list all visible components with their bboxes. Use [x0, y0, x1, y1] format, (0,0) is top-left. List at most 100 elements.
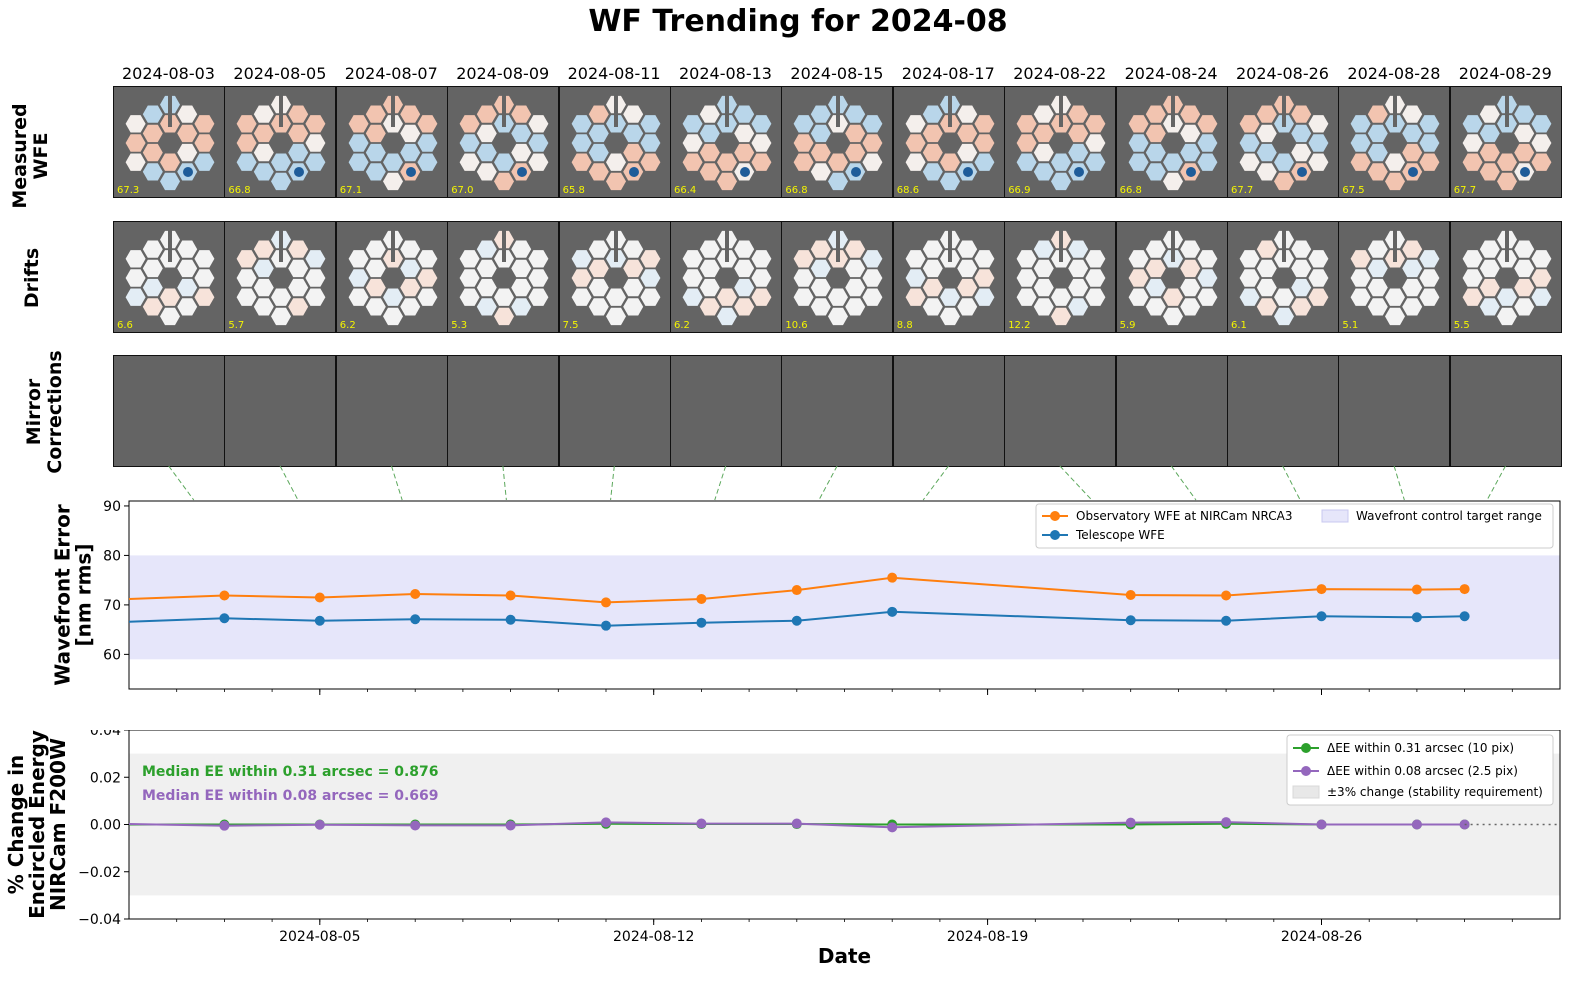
column-date: 2024-08-29 [1458, 64, 1552, 83]
mirror-segment [828, 288, 849, 306]
mirror-segment [194, 153, 215, 171]
mirror-segment [1291, 240, 1312, 258]
data-point [505, 614, 516, 625]
mirror-segment [588, 259, 609, 278]
mirror-segment [862, 134, 883, 152]
mirror-segment [699, 143, 720, 162]
mirror-segment [1239, 250, 1260, 268]
mirror-segment [511, 298, 532, 316]
mirror-segment [417, 288, 438, 306]
mirror-segment [288, 278, 309, 297]
mirror-segment [236, 250, 257, 268]
mirror-segment [905, 153, 926, 171]
mirror-segment [845, 240, 866, 258]
mirror-segment [1479, 105, 1500, 123]
secondary-strut [502, 222, 507, 262]
data-point [696, 617, 707, 628]
segment-hotspot [1074, 167, 1085, 177]
mirror-segment [399, 298, 420, 316]
measured-thumbnail: 67.3 [113, 86, 225, 198]
mirror-segment [1239, 153, 1260, 171]
drifts-thumbnail: 7.5 [558, 221, 671, 333]
secondary-strut [836, 87, 841, 127]
mirror-segment [1368, 105, 1389, 123]
mirror-segment [974, 250, 995, 268]
mirror-segment [1085, 115, 1106, 133]
mirror-map-image [571, 87, 660, 191]
measured-wfe-value: 67.7 [1231, 185, 1254, 196]
data-point [410, 614, 421, 625]
figure-title: WF Trending for 2024-08 [588, 4, 1008, 39]
mirror-segment [1368, 240, 1389, 258]
mirror-segment [682, 269, 703, 287]
mirror-segment [271, 172, 292, 191]
mirror-segment [1196, 288, 1217, 306]
segment-hotspot [183, 167, 193, 177]
corrections-thumbnail [1338, 355, 1451, 467]
corrections-thumbnail [670, 355, 782, 467]
mirror-segment [751, 153, 772, 171]
measured-wfe-value: 66.8 [228, 185, 251, 196]
corrections-thumbnail [1004, 355, 1117, 467]
mirror-segment [160, 288, 180, 306]
mirror-segment [956, 278, 977, 297]
mirror-segment [1513, 143, 1534, 162]
mirror-segment [1462, 250, 1483, 268]
mirror-segment [974, 134, 995, 152]
mirror-segment [511, 259, 532, 278]
drift-value: 6.2 [674, 320, 690, 331]
mirror-map-image [459, 222, 549, 326]
mirror-segment [142, 240, 163, 258]
data-point [314, 615, 325, 626]
mirror-segment [1179, 124, 1200, 143]
mirror-segment [476, 163, 497, 181]
mirror-segment [194, 134, 215, 152]
mirror-segment [734, 259, 755, 278]
mirror-segment [1513, 278, 1534, 297]
mirror-segment [125, 115, 146, 133]
mirror-segment [622, 143, 643, 162]
legend-label: Observatory WFE at NIRCam NRCA3 [1076, 509, 1292, 523]
mirror-segment [974, 153, 995, 171]
mirror-segment [1016, 153, 1037, 171]
secondary-strut [168, 87, 172, 127]
mirror-segment [717, 153, 737, 171]
mirror-segment [1128, 288, 1149, 306]
mirror-segment [1274, 172, 1294, 191]
measured-wfe-value: 68.6 [896, 185, 920, 196]
data-point [601, 817, 611, 828]
measured-thumbnail: 66.8 [224, 86, 337, 198]
mirror-segment [956, 124, 977, 143]
drifts-thumbnail: 6.2 [670, 221, 782, 333]
mirror-segment [922, 143, 943, 162]
mirror-segment [194, 269, 215, 287]
mirror-segment [845, 105, 866, 123]
mirror-segment [939, 172, 960, 191]
mirror-segment [1145, 278, 1166, 297]
mirror-segment [1385, 153, 1406, 171]
mirror-segment [682, 115, 703, 133]
mirror-segment [194, 288, 215, 306]
segment-hotspot [740, 167, 750, 177]
mirror-segment [682, 134, 703, 152]
mirror-map-image [1350, 87, 1440, 191]
y-axis-label-line: [nm rms] [72, 544, 96, 647]
mirror-segment [1291, 259, 1312, 278]
mirror-segment [1496, 288, 1517, 306]
mirror-segment [1179, 143, 1200, 162]
mirror-segment [862, 115, 883, 133]
y-axis-label-line: Encircled Energy [25, 730, 49, 919]
data-point [314, 592, 325, 603]
mirror-segment [639, 153, 660, 171]
legend-label: Telescope WFE [1075, 528, 1165, 542]
mirror-segment [956, 143, 977, 162]
data-point [696, 593, 707, 604]
measured-wfe-value: 66.8 [1119, 185, 1142, 196]
wavefront-error-chart: 60 70 80 90 Wavefront Error[nm rms] Observato… [51, 499, 1561, 695]
column-date: 2024-08-13 [679, 64, 772, 83]
mirror-segment [365, 143, 386, 162]
data-point [1125, 615, 1136, 626]
mirror-segment [1016, 288, 1037, 306]
corrections-thumbnail [1227, 355, 1339, 467]
data-point [219, 613, 230, 624]
